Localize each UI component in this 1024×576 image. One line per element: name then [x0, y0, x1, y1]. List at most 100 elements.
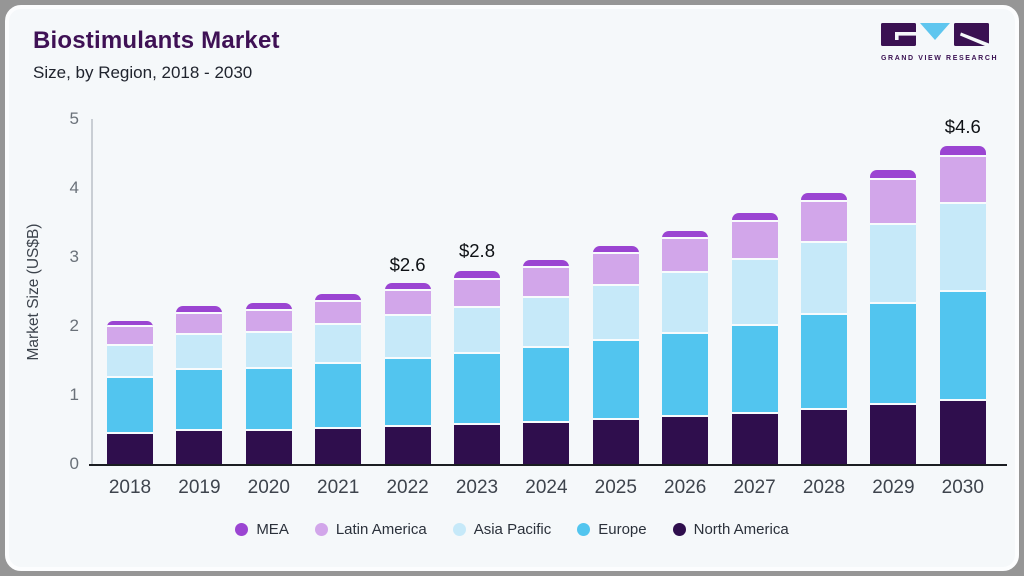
segment-latin-america-2029: [870, 178, 917, 225]
value-label-2022: $2.6: [389, 253, 426, 275]
segment-europe-2025: [592, 339, 639, 420]
segment-europe-2030: [939, 290, 986, 401]
bar-2019: [176, 306, 223, 464]
segment-asia-pacific-2022: [384, 314, 431, 359]
x-tick-label-2023: 2023: [455, 477, 499, 498]
segment-north-america-2029: [870, 403, 917, 464]
y-tick-label-1: 1: [69, 385, 79, 404]
segment-asia-pacific-2020: [245, 331, 292, 369]
segment-mea-2027: [731, 213, 778, 222]
x-tick-label-2020: 2020: [247, 477, 290, 498]
segment-europe-2028: [801, 313, 847, 410]
bar-2029: [870, 170, 917, 464]
bar-2021: [315, 294, 362, 464]
legend-label: North America: [693, 521, 789, 538]
segment-latin-america-2030: [939, 155, 986, 204]
bar-2022: [384, 283, 431, 464]
segment-asia-pacific-2029: [870, 223, 917, 304]
value-label-2030: $4.6: [944, 115, 981, 137]
bar-2030: [939, 146, 986, 464]
segment-north-america-2023: [454, 423, 500, 464]
x-tick-label-2029: 2029: [872, 477, 915, 498]
y-tick-label-4: 4: [69, 178, 79, 197]
segment-north-america-2030: [939, 399, 986, 464]
legend-label: Asia Pacific: [473, 521, 552, 538]
segment-asia-pacific-2030: [939, 202, 986, 292]
bar-2027: [731, 212, 778, 464]
y-tick-label-5: 5: [69, 109, 79, 128]
y-tick-label-2: 2: [69, 316, 79, 335]
segment-north-america-2018: [107, 432, 153, 464]
segment-latin-america-2027: [731, 220, 778, 260]
legend-dot-mea: [235, 523, 249, 536]
segment-latin-america-2028: [801, 200, 847, 243]
segment-europe-2026: [662, 332, 709, 417]
gvr-logo-icon: [881, 23, 989, 46]
grand-view-research-logo: GRAND VIEW RESEARCH: [881, 23, 999, 62]
segment-asia-pacific-2019: [176, 333, 223, 370]
legend-item-latin-america: Latin America: [314, 521, 427, 538]
legend-label: Latin America: [335, 521, 427, 538]
segment-latin-america-2018: [107, 325, 153, 346]
x-tick-label-2025: 2025: [594, 477, 637, 498]
x-axis-line: [89, 464, 1007, 466]
chart-legend: MEA Latin America Asia Pacific Europe North …: [9, 521, 1015, 538]
x-tick-label-2027: 2027: [733, 477, 776, 498]
x-tick-label-2028: 2028: [802, 477, 846, 498]
segment-mea-2022: [384, 283, 431, 291]
segment-europe-2023: [454, 352, 500, 425]
legend-dot-latin-america: [314, 523, 328, 536]
segment-asia-pacific-2024: [523, 296, 570, 348]
legend-dot-europe: [577, 523, 591, 536]
segment-latin-america-2026: [662, 237, 709, 273]
segment-mea-2025: [592, 246, 639, 254]
x-tick-label-2019: 2019: [178, 477, 221, 498]
y-tick-label-0: 0: [69, 454, 79, 473]
segment-europe-2027: [731, 324, 778, 414]
x-tick-label-2026: 2026: [664, 477, 707, 498]
bar-2020: [245, 303, 292, 464]
segment-mea-2028: [801, 193, 847, 202]
segment-europe-2018: [107, 376, 153, 434]
segment-asia-pacific-2018: [107, 344, 153, 378]
legend-item-north-america: North America: [672, 521, 789, 538]
x-tick-label-2022: 2022: [386, 477, 429, 498]
segment-north-america-2019: [176, 429, 223, 464]
segment-latin-america-2019: [176, 312, 223, 335]
bar-2025: [592, 246, 639, 464]
x-tick-label-2021: 2021: [317, 477, 360, 498]
segment-mea-2030: [939, 146, 986, 157]
segment-mea-2024: [523, 260, 570, 268]
segment-north-america-2024: [523, 421, 570, 464]
segment-latin-america-2020: [245, 309, 292, 333]
segment-europe-2020: [245, 367, 292, 431]
segment-europe-2022: [384, 357, 431, 427]
segment-asia-pacific-2021: [315, 323, 362, 364]
segment-north-america-2022: [384, 425, 431, 464]
chart-card: Biostimulants Market Size, by Region, 20…: [5, 5, 1019, 571]
page-title: Biostimulants Market: [33, 27, 280, 54]
segment-mea-2021: [315, 294, 362, 302]
segment-mea-2018: [107, 321, 153, 327]
segment-asia-pacific-2028: [801, 241, 847, 315]
segment-latin-america-2023: [454, 278, 500, 308]
bar-2023: [454, 271, 500, 464]
segment-europe-2021: [315, 362, 362, 429]
segment-europe-2029: [870, 302, 917, 405]
segment-mea-2019: [176, 306, 223, 314]
legend-dot-north-america: [672, 523, 686, 536]
segment-europe-2019: [176, 368, 223, 431]
legend-item-europe: Europe: [577, 521, 647, 538]
bar-2024: [523, 260, 570, 464]
segment-north-america-2025: [592, 418, 639, 464]
segment-latin-america-2024: [523, 266, 570, 298]
segment-north-america-2020: [245, 429, 292, 464]
segment-mea-2029: [870, 170, 917, 180]
segment-asia-pacific-2023: [454, 306, 500, 354]
segment-north-america-2021: [315, 427, 362, 464]
logo-caption: GRAND VIEW RESEARCH: [881, 55, 999, 62]
segment-latin-america-2025: [592, 252, 639, 286]
segment-north-america-2027: [731, 412, 778, 464]
bar-2026: [662, 231, 709, 464]
x-tick-label-2030: 2030: [941, 477, 984, 498]
